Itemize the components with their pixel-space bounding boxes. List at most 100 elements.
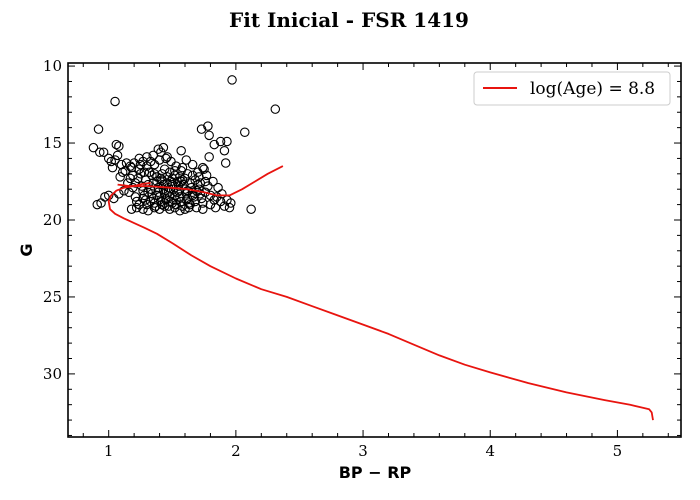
scatter-point: [166, 176, 176, 187]
scatter-point: [176, 145, 186, 156]
scatter-point: [187, 159, 198, 170]
scatter-point: [167, 198, 178, 208]
scatter-point: [144, 167, 155, 178]
scatter-point: [156, 147, 166, 158]
axis-ticks: [68, 63, 681, 437]
scatter-point: [126, 162, 137, 173]
scatter-point: [159, 198, 170, 208]
scatter-point: [220, 158, 231, 168]
scatter-point: [195, 178, 206, 188]
scatter-point: [134, 164, 144, 174]
scatter-point: [224, 202, 235, 213]
scatter-point: [181, 195, 192, 205]
scatter-point: [175, 172, 185, 182]
scatter-point: [201, 170, 212, 181]
scatter-point: [215, 136, 226, 147]
scatter-point: [200, 176, 211, 187]
scatter-point: [162, 152, 172, 162]
scatter-point: [152, 190, 162, 201]
scatter-point: [117, 167, 128, 178]
y-tick-label: 10: [43, 57, 62, 75]
scatter-point: [226, 198, 236, 208]
scatter-point: [209, 195, 220, 205]
scatter-point: [98, 147, 109, 158]
scatter-point: [198, 162, 208, 173]
scatter-point: [157, 169, 167, 179]
scatter-point: [176, 196, 186, 207]
scatter-point: [143, 187, 153, 198]
isochrone-segment: [117, 182, 151, 187]
scatter-point: [110, 96, 120, 107]
x-axis-label: BP − RP: [339, 463, 412, 482]
scatter-point: [112, 150, 123, 161]
scatter-point: [217, 189, 227, 199]
scatter-point: [199, 164, 209, 174]
scatter-point: [142, 152, 152, 162]
scatter-point: [219, 145, 230, 156]
scatter-point: [181, 155, 192, 165]
scatter-point: [130, 192, 141, 202]
scatter-point: [184, 198, 194, 208]
scatter-point: [157, 175, 167, 185]
y-tick-label: 20: [43, 211, 62, 229]
scatter-point: [204, 152, 214, 162]
scatter-point: [196, 193, 207, 204]
scatter-point: [190, 196, 200, 207]
isochrone-lines: [107, 165, 654, 421]
x-tick-label: 4: [485, 442, 495, 460]
scatter-point: [222, 136, 232, 147]
scatter-point: [175, 192, 185, 202]
scatter-point: [103, 153, 114, 164]
scatter-point: [119, 185, 129, 196]
scatter-point: [246, 204, 256, 214]
scatter-point: [126, 204, 137, 214]
scatter-point: [158, 142, 169, 153]
scatter-point: [161, 153, 171, 164]
y-tick-label: 30: [43, 365, 62, 383]
scatter-point: [270, 104, 281, 114]
scatter-point: [194, 184, 204, 194]
scatter-point: [116, 159, 127, 170]
scatter-point: [164, 167, 175, 178]
scatter-point: [159, 164, 170, 174]
scatter-point: [143, 206, 153, 216]
scatter-point: [131, 202, 142, 213]
scatter-point: [88, 142, 99, 153]
scatter-point: [177, 162, 188, 173]
x-tick-label: 3: [358, 442, 368, 460]
scatter-point: [191, 202, 202, 213]
x-tick-label: 5: [613, 442, 623, 460]
scatter-point: [176, 176, 186, 187]
scatter-point: [227, 75, 237, 85]
legend: log(Age) = 8.8: [473, 71, 671, 106]
y-axis-label: G: [17, 243, 36, 256]
scatter-point: [204, 130, 214, 141]
scatter-point: [147, 170, 157, 181]
scatter-point: [107, 162, 118, 173]
axis-tick-labels: 1 2 3 4 5 10 15 20 25 30: [43, 57, 622, 460]
x-tick-label: 2: [231, 442, 241, 460]
isochrone-line: [107, 165, 654, 421]
scatter-point: [131, 196, 142, 207]
scatter-point: [135, 159, 146, 170]
scatter-point: [114, 141, 124, 151]
legend-box: [473, 71, 671, 106]
scatter-point: [203, 121, 213, 131]
scatter-point: [213, 182, 223, 193]
scatter-point: [133, 173, 143, 184]
scatter-points: [88, 75, 281, 216]
scatter-point: [138, 193, 148, 204]
scatter-point: [128, 170, 138, 181]
scatter-point: [153, 144, 164, 154]
chart-title: Fit Inicial - FSR 1419: [229, 8, 469, 32]
y-tick-label: 25: [43, 288, 62, 306]
scatter-point: [149, 169, 160, 179]
plot-frame: [67, 62, 682, 438]
scatter-point: [111, 139, 122, 150]
scatter-point: [93, 124, 104, 134]
y-tick-label: 15: [43, 134, 62, 152]
scatter-point: [125, 173, 136, 184]
scatter-point: [209, 139, 220, 150]
scatter-point: [210, 202, 221, 213]
